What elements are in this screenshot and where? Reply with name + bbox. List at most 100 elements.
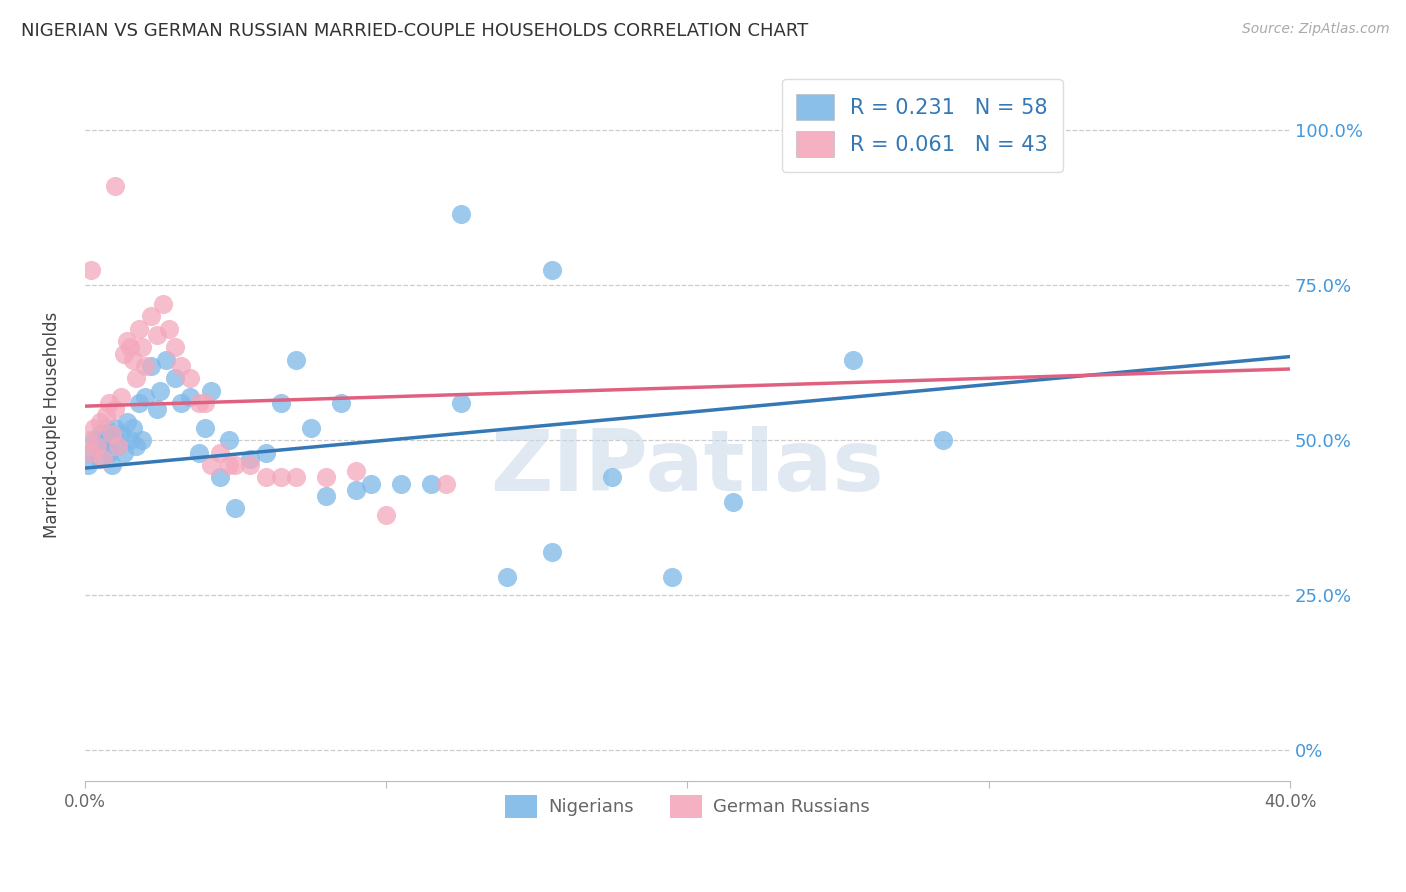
Point	[104, 421, 127, 435]
Point	[104, 434, 127, 448]
Point	[112, 346, 135, 360]
Point	[179, 390, 201, 404]
Point	[128, 322, 150, 336]
Point	[110, 390, 132, 404]
Point	[200, 384, 222, 398]
Point	[118, 434, 141, 448]
Point	[104, 402, 127, 417]
Point	[146, 327, 169, 342]
Point	[375, 508, 398, 522]
Point	[107, 439, 129, 453]
Point	[254, 470, 277, 484]
Point	[76, 458, 98, 472]
Point	[118, 340, 141, 354]
Point	[170, 396, 193, 410]
Point	[125, 371, 148, 385]
Point	[89, 427, 111, 442]
Point	[115, 415, 138, 429]
Point	[329, 396, 352, 410]
Point	[107, 439, 129, 453]
Point	[112, 445, 135, 459]
Point	[152, 297, 174, 311]
Point	[218, 434, 240, 448]
Point	[450, 396, 472, 410]
Point	[165, 340, 187, 354]
Point	[97, 427, 120, 442]
Point	[540, 263, 562, 277]
Point	[91, 434, 114, 448]
Point	[239, 458, 262, 472]
Point	[128, 396, 150, 410]
Point	[139, 310, 162, 324]
Point	[932, 434, 955, 448]
Point	[389, 476, 412, 491]
Point	[94, 439, 117, 453]
Point	[842, 352, 865, 367]
Point	[344, 483, 367, 497]
Point	[134, 390, 156, 404]
Point	[224, 458, 246, 472]
Point	[104, 179, 127, 194]
Point	[179, 371, 201, 385]
Point	[165, 371, 187, 385]
Point	[94, 409, 117, 423]
Point	[122, 421, 145, 435]
Point	[209, 445, 232, 459]
Point	[80, 445, 103, 459]
Point	[101, 427, 124, 442]
Point	[83, 434, 105, 448]
Point	[146, 402, 169, 417]
Text: NIGERIAN VS GERMAN RUSSIAN MARRIED-COUPLE HOUSEHOLDS CORRELATION CHART: NIGERIAN VS GERMAN RUSSIAN MARRIED-COUPL…	[21, 22, 808, 40]
Point	[157, 322, 180, 336]
Point	[661, 569, 683, 583]
Point	[131, 340, 153, 354]
Point	[600, 470, 623, 484]
Point	[239, 451, 262, 466]
Point	[284, 352, 307, 367]
Point	[254, 445, 277, 459]
Legend: Nigerians, German Russians: Nigerians, German Russians	[498, 788, 877, 825]
Point	[284, 470, 307, 484]
Point	[540, 545, 562, 559]
Point	[122, 352, 145, 367]
Point	[110, 427, 132, 442]
Point	[218, 458, 240, 472]
Point	[149, 384, 172, 398]
Point	[139, 359, 162, 373]
Point	[209, 470, 232, 484]
Point	[101, 458, 124, 472]
Point	[131, 434, 153, 448]
Point	[89, 451, 111, 466]
Point	[299, 421, 322, 435]
Point	[89, 415, 111, 429]
Point	[495, 569, 517, 583]
Point	[170, 359, 193, 373]
Point	[97, 445, 120, 459]
Y-axis label: Married-couple Households: Married-couple Households	[44, 311, 60, 538]
Point	[315, 470, 337, 484]
Point	[155, 352, 177, 367]
Point	[97, 396, 120, 410]
Point	[86, 439, 108, 453]
Point	[344, 464, 367, 478]
Point	[420, 476, 443, 491]
Point	[360, 476, 382, 491]
Point	[450, 207, 472, 221]
Point	[315, 489, 337, 503]
Text: ZIPatlas: ZIPatlas	[491, 426, 884, 509]
Point	[76, 434, 98, 448]
Point	[194, 396, 217, 410]
Point	[91, 451, 114, 466]
Point	[83, 421, 105, 435]
Point	[86, 439, 108, 453]
Text: Source: ZipAtlas.com: Source: ZipAtlas.com	[1241, 22, 1389, 37]
Point	[115, 334, 138, 348]
Point	[80, 445, 103, 459]
Point	[94, 421, 117, 435]
Point	[224, 501, 246, 516]
Point	[270, 470, 292, 484]
Point	[188, 396, 211, 410]
Point	[125, 439, 148, 453]
Point	[134, 359, 156, 373]
Point	[200, 458, 222, 472]
